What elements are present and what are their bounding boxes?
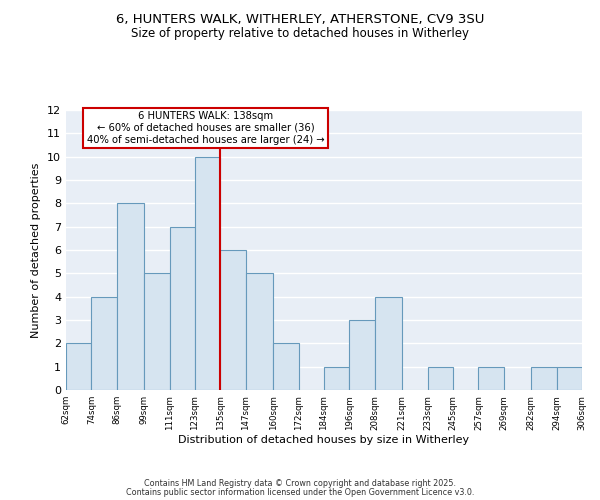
X-axis label: Distribution of detached houses by size in Witherley: Distribution of detached houses by size … xyxy=(178,436,470,446)
Bar xyxy=(273,344,299,390)
Bar xyxy=(428,366,453,390)
Bar xyxy=(117,204,144,390)
Bar xyxy=(195,156,220,390)
Text: Size of property relative to detached houses in Witherley: Size of property relative to detached ho… xyxy=(131,28,469,40)
Bar xyxy=(349,320,375,390)
Text: 6, HUNTERS WALK, WITHERLEY, ATHERSTONE, CV9 3SU: 6, HUNTERS WALK, WITHERLEY, ATHERSTONE, … xyxy=(116,12,484,26)
Bar xyxy=(220,250,246,390)
Bar xyxy=(531,366,557,390)
Text: Contains HM Land Registry data © Crown copyright and database right 2025.: Contains HM Land Registry data © Crown c… xyxy=(144,478,456,488)
Bar xyxy=(170,226,195,390)
Bar xyxy=(375,296,402,390)
Bar xyxy=(246,274,273,390)
Bar xyxy=(324,366,349,390)
Text: 6 HUNTERS WALK: 138sqm
← 60% of detached houses are smaller (36)
40% of semi-det: 6 HUNTERS WALK: 138sqm ← 60% of detached… xyxy=(86,112,324,144)
Bar xyxy=(557,366,582,390)
Bar xyxy=(144,274,170,390)
Bar xyxy=(66,344,91,390)
Bar xyxy=(91,296,117,390)
Y-axis label: Number of detached properties: Number of detached properties xyxy=(31,162,41,338)
Text: Contains public sector information licensed under the Open Government Licence v3: Contains public sector information licen… xyxy=(126,488,474,497)
Bar xyxy=(478,366,504,390)
